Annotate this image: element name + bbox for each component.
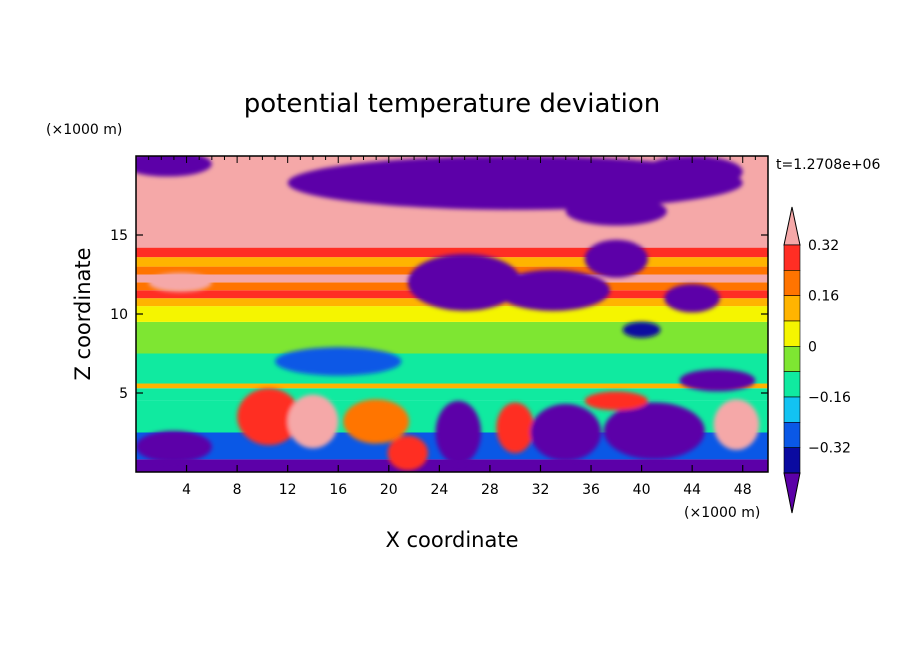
colorbar-box — [783, 270, 801, 296]
x-tick-label: 40 — [633, 482, 651, 498]
y-unit-label: (×1000 m) — [46, 122, 122, 138]
contour-blob-7 — [664, 283, 720, 313]
contour-blob-6 — [584, 239, 648, 278]
y-tick-label: 10 — [110, 307, 128, 323]
contour-blob-5 — [496, 269, 610, 311]
contour-blob-2 — [136, 156, 212, 177]
contour-blob-8 — [622, 321, 661, 338]
y-tick-label: 15 — [110, 228, 128, 244]
contour-band-6 — [136, 321, 768, 354]
contour-band-14 — [136, 247, 768, 258]
contour-band-0 — [136, 459, 768, 472]
time-label: t=1.2708e+06 — [776, 157, 880, 173]
colorbar: 0.32 0.16 0 −0.16 −0.32 — [783, 206, 851, 514]
colorbar-box — [783, 396, 801, 423]
chart-title: potential temperature deviation — [244, 89, 660, 119]
x-tick-label: 28 — [481, 482, 499, 498]
colorbar-box — [783, 244, 801, 271]
colorbar-extend-max — [783, 206, 801, 246]
contour-blob-9 — [275, 347, 402, 376]
y-axis-ticks: 5 10 15 — [110, 228, 768, 402]
contour-blob-3 — [565, 197, 667, 226]
colorbar-box — [783, 422, 801, 448]
x-tick-label: 8 — [233, 482, 242, 498]
contour-blob-17 — [496, 402, 535, 454]
colorbar-box — [783, 295, 801, 322]
contour-blob-10 — [679, 369, 756, 392]
contour-blob-21 — [148, 272, 212, 292]
contour-band-4 — [136, 383, 768, 389]
x-tick-label: 12 — [279, 482, 297, 498]
plot-area — [136, 156, 768, 472]
x-axis-label: X coordinate — [385, 528, 518, 552]
colorbar-tick-label: 0 — [808, 339, 817, 355]
x-axis-ticks: 4 8 12 16 20 24 28 32 36 40 44 48 — [148, 156, 756, 498]
colorbar-tick-label: 0.32 — [808, 238, 839, 254]
contour-blob-18 — [530, 404, 602, 461]
contour-band-15 — [136, 235, 768, 248]
contour-blob-12 — [237, 388, 301, 446]
contour-blob-4 — [407, 253, 522, 311]
contour-blobs — [136, 156, 760, 471]
contour-blob-1 — [641, 156, 743, 188]
x-tick-label: 4 — [182, 482, 191, 498]
colorbar-box — [783, 371, 801, 398]
contour-blob-0 — [287, 156, 743, 210]
contour-band-3 — [136, 388, 768, 401]
x-tick-label: 16 — [329, 482, 347, 498]
x-tick-label: 48 — [734, 482, 752, 498]
y-tick-label: 5 — [119, 386, 128, 402]
colorbar-box — [783, 346, 801, 372]
x-tick-label: 44 — [683, 482, 701, 498]
colorbar-box — [783, 320, 801, 347]
colorbar-box — [783, 447, 801, 474]
contour-blob-16 — [435, 400, 482, 465]
colorbar-extend-min — [783, 472, 801, 514]
contour-blob-20 — [713, 399, 760, 450]
x-unit-label: (×1000 m) — [684, 505, 760, 521]
x-tick-label: 36 — [582, 482, 600, 498]
x-tick-label: 20 — [380, 482, 398, 498]
contour-band-7 — [136, 306, 768, 322]
contour-blob-13 — [287, 394, 339, 449]
contour-blob-11 — [136, 430, 212, 463]
colorbar-tick-label: −0.16 — [808, 390, 851, 406]
y-axis-label: Z coordinate — [71, 247, 95, 380]
contour-blob-22 — [584, 391, 648, 411]
colorbar-tick-label: −0.32 — [808, 441, 851, 457]
contour-blob-14 — [343, 399, 410, 444]
contour-blob-19 — [603, 402, 705, 460]
contour-blob-15 — [387, 435, 428, 471]
colorbar-tick-label: 0.16 — [808, 289, 839, 305]
x-tick-label: 24 — [430, 482, 448, 498]
x-tick-label: 32 — [532, 482, 550, 498]
contour-band-5 — [136, 353, 768, 384]
